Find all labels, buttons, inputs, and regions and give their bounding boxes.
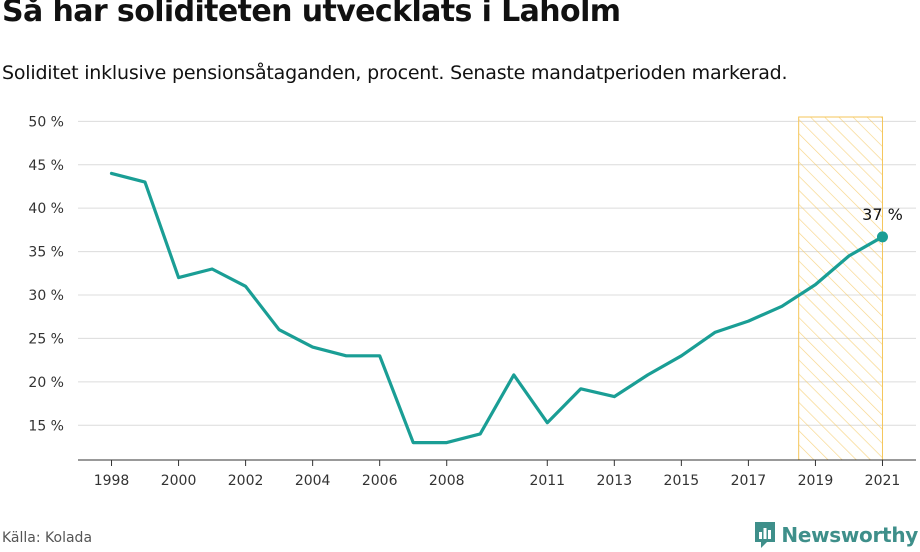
y-tick-label: 40 % <box>28 201 64 217</box>
series-soliditet <box>109 171 885 445</box>
y-tick-label: 15 % <box>28 418 64 434</box>
highlight-period <box>798 116 883 461</box>
x-tick-label: 2008 <box>429 473 465 489</box>
x-tick-label: 2019 <box>798 473 834 489</box>
grid-lines <box>78 120 916 426</box>
y-tick-label: 35 % <box>28 245 64 261</box>
x-tick-label: 2004 <box>295 473 331 489</box>
x-tick-label: 2000 <box>161 473 197 489</box>
x-tick-label: 2021 <box>865 473 901 489</box>
x-tick-label: 2015 <box>664 473 700 489</box>
x-tick-label: 2002 <box>228 473 264 489</box>
x-tick-label: 2013 <box>596 473 632 489</box>
x-axis: 1998 2000 2002 2004 2006 2008 2011 2013 2015 2017… <box>78 459 916 489</box>
y-tick-label: 50 % <box>28 114 64 130</box>
x-tick-label: 1998 <box>94 473 130 489</box>
y-tick-label: 25 % <box>28 331 64 347</box>
end-point-label: 37 % <box>862 205 903 224</box>
chart-title: Så har soliditeten utvecklats i Laholm <box>2 0 621 29</box>
y-tick-label: 30 % <box>28 288 64 304</box>
source-label: Källa: Kolada <box>2 530 93 546</box>
chart-subtitle: Soliditet inklusive pensionsåtaganden, p… <box>2 62 788 84</box>
y-tick-label: 45 % <box>28 158 64 174</box>
brand-name: Newsworthy <box>781 523 918 547</box>
brand-logo: Newsworthy <box>753 520 918 550</box>
y-axis: 15 % 20 % 25 % 30 % 35 % 40 % 45 % 50 % <box>28 114 64 434</box>
x-tick-label: 2006 <box>362 473 398 489</box>
end-point-marker <box>876 231 888 243</box>
x-tick-label: 2017 <box>731 473 767 489</box>
series-line <box>109 171 885 445</box>
newsworthy-logo-icon <box>755 522 776 548</box>
y-tick-label: 20 % <box>28 375 64 391</box>
highlight-region <box>798 116 883 461</box>
x-tick-label: 2011 <box>529 473 565 489</box>
annotations: 37 % <box>862 205 903 243</box>
